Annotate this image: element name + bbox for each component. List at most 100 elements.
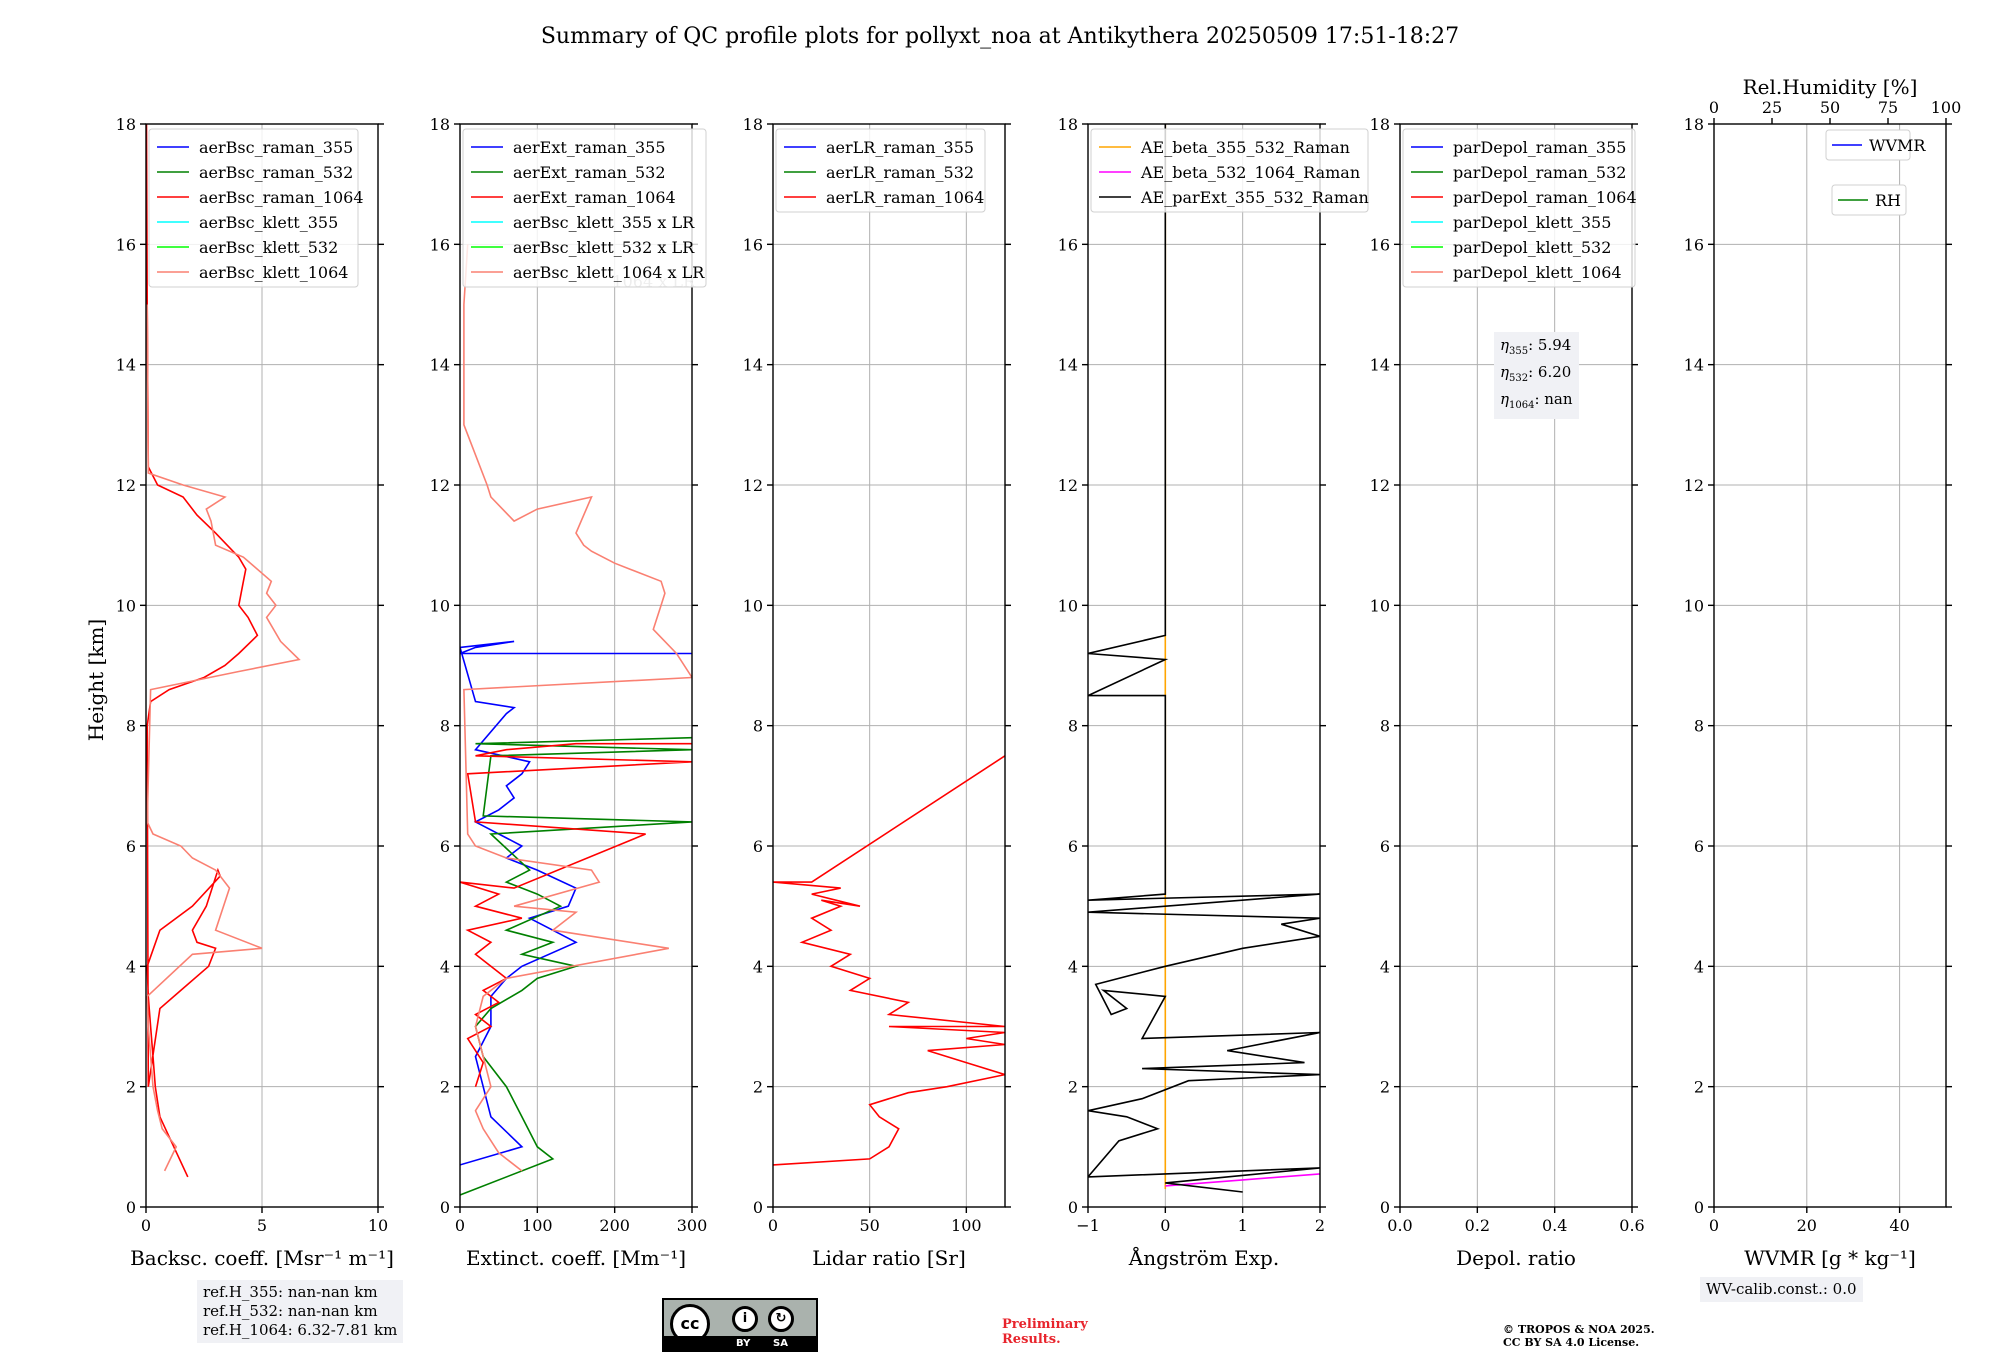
y-tick-label: 0 (1380, 1198, 1390, 1217)
y-tick-label: 6 (753, 837, 763, 856)
x-tick-label: 0 (141, 1216, 151, 1235)
y-tick-label: 6 (1694, 837, 1704, 856)
y-tick-label: 16 (116, 235, 136, 254)
preliminary-results-note: Preliminary Results. (1002, 1317, 1088, 1347)
legend-label: aerBsc_raman_1064 (199, 188, 364, 207)
y-tick-label: 2 (1068, 1078, 1078, 1097)
x-tick-label: 20 (1797, 1216, 1817, 1235)
y-tick-label: 8 (126, 717, 136, 736)
legend-box (462, 128, 707, 288)
legend-label: aerLR_raman_1064 (826, 188, 984, 207)
y-tick-label: 14 (743, 356, 763, 375)
legend-label: aerBsc_klett_355 x LR (513, 213, 695, 232)
legend-label: AE_parExt_355_532_Raman (1140, 188, 1369, 207)
eta-symbol: η (1500, 363, 1509, 381)
y-tick-label: 8 (440, 717, 450, 736)
copyright-line-1: © TROPOS & NOA 2025. (1503, 1323, 1655, 1336)
legend-label: aerLR_raman_355 (826, 138, 974, 157)
x-tick-label: 0.6 (1619, 1216, 1644, 1235)
series-aerBsc_klett_1064 x LR (463, 244, 692, 1172)
y-tick-label: 4 (126, 957, 136, 976)
legend-label: aerLR_raman_532 (826, 163, 974, 182)
y-tick-label: 16 (1684, 235, 1704, 254)
y-tick-label: 10 (1370, 596, 1390, 615)
legend-label: aerBsc_klett_1064 x LR (513, 263, 705, 282)
y-tick-label: 12 (1684, 476, 1704, 495)
x-tick-label: 100 (951, 1216, 982, 1235)
top-x-tick-label: 50 (1820, 98, 1840, 117)
y-tick-label: 12 (116, 476, 136, 495)
legend-lr: aerLR_raman_355 aerLR_raman_532 aerLR_rama… (775, 128, 986, 213)
legend-depol: parDepol_raman_355 parDepol_raman_532 parD… (1402, 128, 1637, 288)
y-tick-label: 6 (126, 837, 136, 856)
y-tick-label: 12 (1058, 476, 1078, 495)
x-tick-label: 5 (257, 1216, 267, 1235)
y-tick-label: 14 (1058, 356, 1078, 375)
series-aerLR_raman_1064 (773, 755, 1005, 1166)
attribution-person-icon: i (732, 1306, 758, 1332)
top-x-tick-label: 25 (1762, 98, 1782, 117)
eta-subscript: 1064 (1509, 400, 1535, 411)
legend-box (775, 128, 986, 213)
y-tick-label: 10 (116, 596, 136, 615)
reference-height-note: ref.H_355: nan-nan km ref.H_532: nan-nan… (197, 1280, 404, 1343)
y-tick-label: 18 (116, 115, 136, 134)
x-tick-label: 200 (599, 1216, 630, 1235)
y-tick-label: 10 (743, 596, 763, 615)
x-tick-label: 0 (455, 1216, 465, 1235)
legend-label: aerExt_raman_1064 (513, 188, 676, 207)
y-tick-label: 8 (1068, 717, 1078, 736)
x-tick-label: 0.4 (1542, 1216, 1567, 1235)
legend-label: aerBsc_klett_532 (199, 238, 338, 257)
x-tick-label: 1 (1238, 1216, 1248, 1235)
y-tick-label: 12 (430, 476, 450, 495)
eta-symbol: η (1500, 336, 1509, 354)
eta-values-box: η355: 5.94 η532: 6.20 η1064: nan (1494, 332, 1579, 419)
x-tick-label: 50 (859, 1216, 879, 1235)
x-tick-label: 300 (677, 1216, 708, 1235)
legend-label: parDepol_raman_355 (1453, 138, 1626, 157)
x-tick-label: 0.0 (1387, 1216, 1412, 1235)
x-tick-label: 10 (368, 1216, 388, 1235)
legend-box (148, 128, 359, 288)
eta-value: : 5.94 (1528, 336, 1572, 354)
y-tick-label: 18 (1058, 115, 1078, 134)
series-aerBsc_raman_1064 (146, 124, 259, 1178)
legend-label: WVMR (1869, 136, 1926, 155)
legend-label: aerBsc_klett_532 x LR (513, 238, 695, 257)
legend-bsc: aerBsc_raman_355 aerBsc_raman_532 aerBsc_r… (148, 128, 364, 288)
x-axis-label: WVMR [g * kg⁻¹] (1744, 1246, 1916, 1270)
y-tick-label: 4 (1380, 957, 1390, 976)
eta-line: η532: 6.20 (1500, 362, 1573, 389)
legend-label: AE_beta_355_532_Raman (1140, 138, 1350, 157)
eta-value: : 6.20 (1528, 363, 1572, 381)
panel-wv: 0 2 4 6 8 10 12 14 16 18 0 20 40 WVMR [g * kg⁻¹] 0 25 50… (1684, 75, 1962, 1270)
y-tick-label: 6 (1068, 837, 1078, 856)
cc-license-badge[interactable]: cc i ↻ BY SA (662, 1298, 818, 1352)
y-tick-label: 6 (1380, 837, 1390, 856)
legend-box (1402, 128, 1636, 288)
preliminary-line-2: Results. (1002, 1332, 1061, 1347)
y-tick-label: 0 (1068, 1198, 1078, 1217)
share-alike-icon: ↻ (768, 1306, 794, 1332)
legend-label: aerBsc_klett_1064 (199, 263, 348, 282)
figure-title: Summary of QC profile plots for pollyxt_… (541, 24, 1459, 49)
x-tick-label: 0 (768, 1216, 778, 1235)
y-tick-label: 6 (440, 837, 450, 856)
top-x-tick-label: 100 (1931, 98, 1962, 117)
eta-line: η355: 5.94 (1500, 335, 1573, 362)
y-axis-label: Height [km] (84, 619, 108, 741)
x-axis-label: Extinct. coeff. [Mm⁻¹] (466, 1246, 686, 1270)
legend-label: aerBsc_raman_355 (199, 138, 353, 157)
y-tick-label: 2 (753, 1078, 763, 1097)
eta-value: : nan (1534, 390, 1573, 408)
eta-subscript: 355 (1509, 346, 1529, 357)
y-tick-label: 2 (440, 1078, 450, 1097)
x-tick-label: 0.2 (1465, 1216, 1490, 1235)
x-tick-label: 2 (1315, 1216, 1325, 1235)
legend-label: aerBsc_raman_532 (199, 163, 353, 182)
y-tick-label: 14 (116, 356, 136, 375)
top-x-tick-label: 75 (1878, 98, 1898, 117)
x-tick-label: −1 (1076, 1216, 1100, 1235)
